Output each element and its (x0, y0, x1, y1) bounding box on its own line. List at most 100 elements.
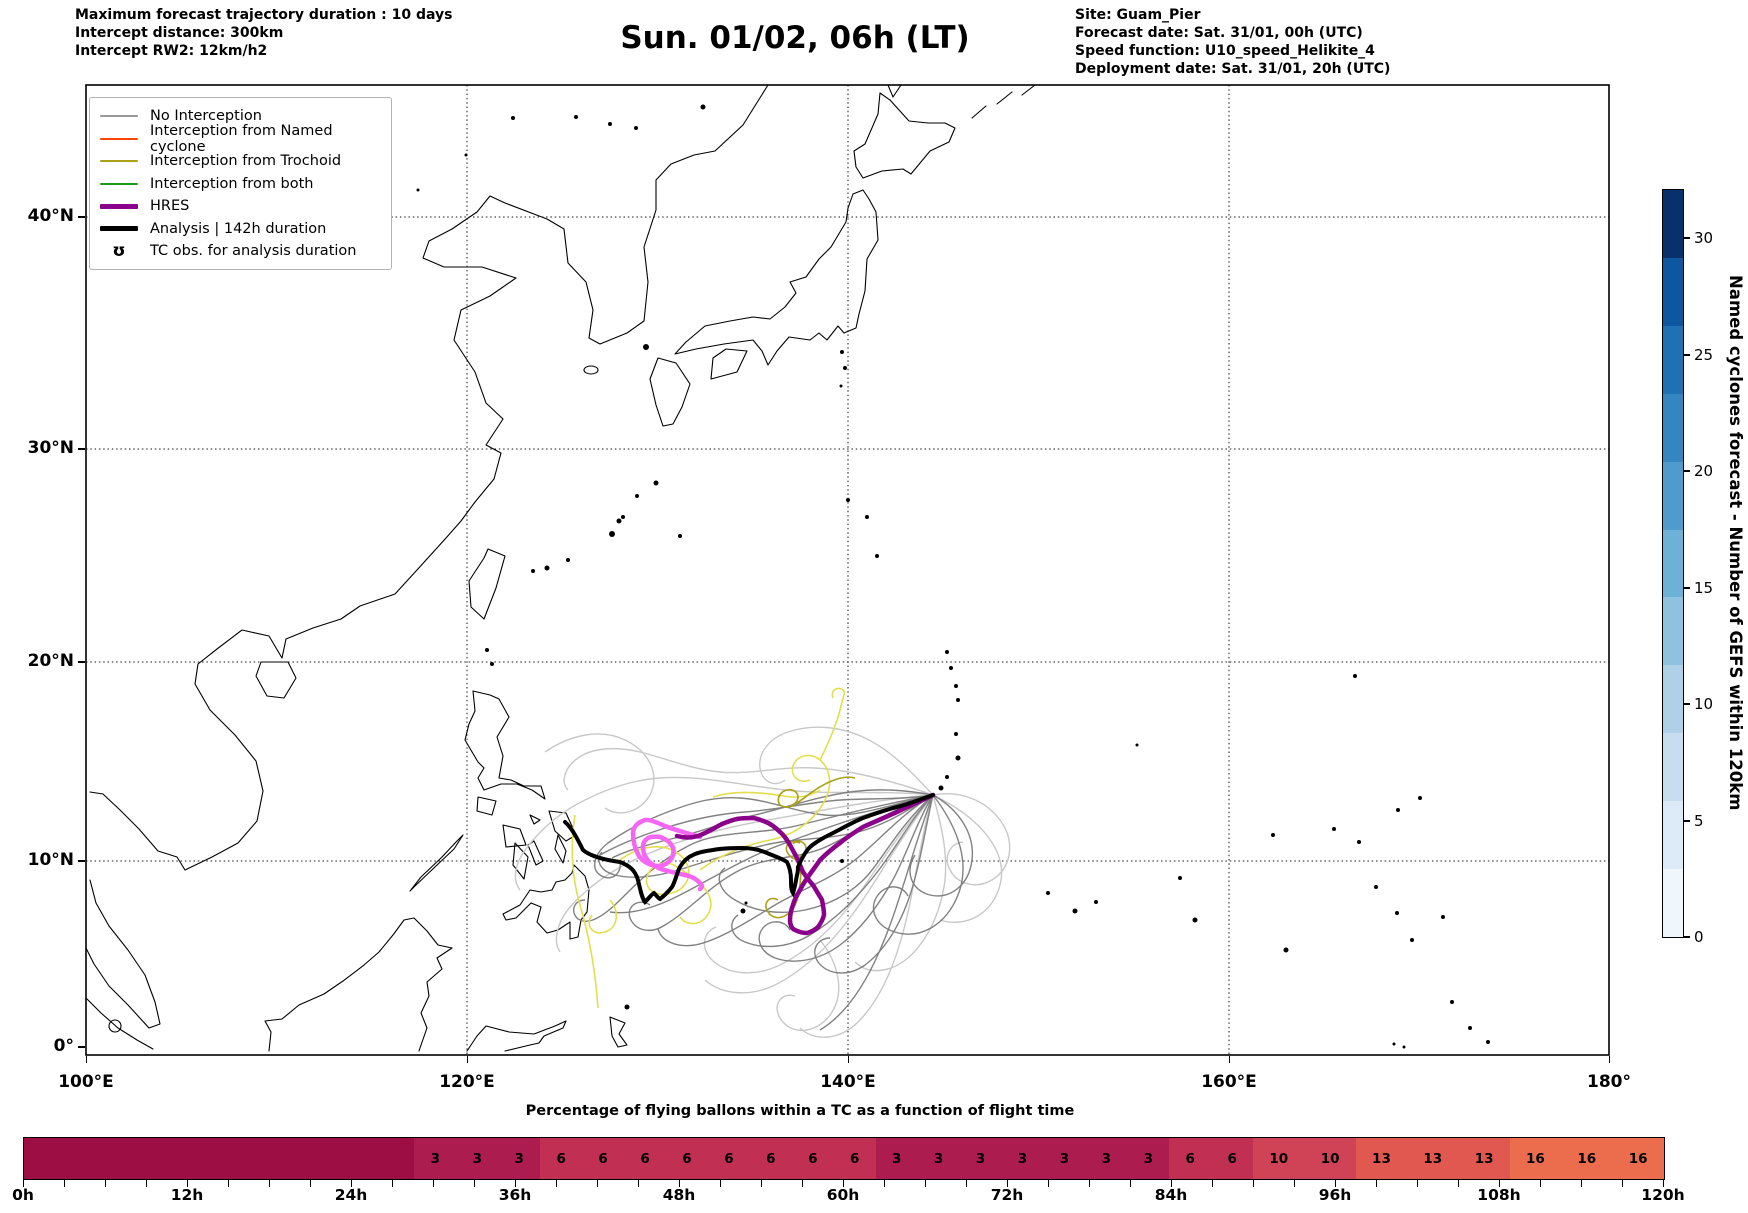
legend-item-1: Interception from Named cyclone (100, 123, 381, 155)
info-block-right: Site: Guam_Pier Forecast date: Sat. 31/01… (1075, 6, 1390, 78)
strip-tickmark (1416, 1180, 1418, 1187)
strip-tickmark (719, 1180, 721, 1187)
strip-tickmark (678, 1180, 680, 1187)
strip-tickmark (1334, 1180, 1336, 1187)
strip-tickmark (801, 1180, 803, 1187)
strip-tickmark (22, 1180, 24, 1187)
strip-cell-19: 6 (707, 1138, 750, 1179)
colorbar-segment-9 (1663, 257, 1683, 326)
strip-tickmark (1375, 1180, 1377, 1187)
trajectories-trochoid (571, 687, 856, 1009)
strip-cell-17: 6 (624, 1138, 666, 1179)
legend-label: Interception from Trochoid (150, 153, 342, 170)
strip-tick-label-8: 96h (1318, 1186, 1352, 1204)
strip-tickmark (473, 1180, 475, 1187)
info-left-line-2: Intercept RW2: 12km/h2 (75, 43, 268, 59)
strip-tickmark (965, 1180, 967, 1187)
island-dots (280, 104, 1490, 1049)
legend-item-0: No Interception (100, 105, 381, 128)
colorbar-segment-10 (1663, 190, 1683, 258)
x-tick-label-2: 140°E (820, 1072, 876, 1092)
trajectory-analysis (563, 793, 935, 905)
x-tick-label-1: 120°E (439, 1072, 495, 1092)
strip-tick-label-2: 24h (334, 1186, 368, 1204)
x-tick-label-4: 180° (1587, 1072, 1631, 1092)
strip-tickmark (1580, 1180, 1582, 1187)
colorbar-tickmark (1684, 237, 1690, 239)
info-right-line-3: Deployment date: Sat. 31/01, 20h (UTC) (1075, 61, 1391, 77)
strip-cell-7 (251, 1138, 285, 1179)
y-tickmark (78, 448, 85, 450)
strip-cell-26: 3 (1001, 1138, 1044, 1179)
strip-tick-label-6: 72h (990, 1186, 1024, 1204)
strip-cell-38: 16 (1561, 1138, 1613, 1179)
strip-tickmark (1252, 1180, 1254, 1187)
strip-cell-18: 6 (666, 1138, 708, 1179)
strip-cell-12: 3 (414, 1138, 457, 1179)
map-legend: No Interception Interception from Named c… (89, 97, 392, 270)
strip-cell-4 (154, 1138, 187, 1179)
strip-cell-2 (89, 1138, 122, 1179)
colorbar-segment-6 (1663, 461, 1683, 530)
strip-tick-label-5: 60h (826, 1186, 860, 1204)
legend-swatch-line (100, 115, 138, 118)
strip-tickmark (637, 1180, 639, 1187)
y-tickmark (78, 661, 85, 663)
y-tickmark (78, 860, 85, 862)
x-tickmark (847, 1056, 849, 1063)
colorbar-segment-5 (1663, 529, 1683, 598)
strip-cell-25: 3 (959, 1138, 1002, 1179)
strip-tickmark (1006, 1180, 1008, 1187)
legend-item-6: ʊ TC obs. for analysis duration (100, 240, 381, 263)
strip-tickmark (555, 1180, 557, 1187)
strip-tickmark (1129, 1180, 1131, 1187)
colorbar-tick-label-2: 10 (1694, 695, 1714, 713)
strip-cell-13: 3 (456, 1138, 499, 1179)
x-tick-label-0: 100°E (58, 1072, 114, 1092)
strip-tickmark (432, 1180, 434, 1187)
x-tick-label-3: 160°E (1201, 1072, 1257, 1092)
info-left-line-0: Maximum forecast trajectory duration : 1… (75, 7, 453, 23)
legend-swatch-line (100, 160, 138, 163)
info-right-line-2: Speed function: U10_speed_Helikite_4 (1075, 43, 1375, 59)
x-tickmark (1228, 1056, 1230, 1063)
strip-cell-16: 6 (582, 1138, 625, 1179)
strip-tickmark (145, 1180, 147, 1187)
strip-tick-label-9: 108h (1477, 1186, 1521, 1204)
colorbar-label: Named cyclones forecast - Number of GEFS… (1726, 275, 1745, 811)
strip-tickmark (883, 1180, 885, 1187)
strip-tickmark (1621, 1180, 1623, 1187)
strip-cell-6 (219, 1138, 252, 1179)
trajectory-hres (674, 792, 936, 936)
colorbar-tick-label-0: 0 (1694, 928, 1704, 946)
colorbar-tick-label-6: 30 (1694, 229, 1714, 247)
colorbar-tickmark (1684, 820, 1690, 822)
colorbar-segment-1 (1663, 801, 1683, 870)
legend-item-3: Interception from both (100, 173, 381, 196)
trajectories-no-interception-light (514, 726, 1011, 1038)
strip-cell-20: 6 (749, 1138, 792, 1179)
strip-tickmark (104, 1180, 106, 1187)
colorbar-tick-label-5: 25 (1694, 346, 1714, 364)
colorbar-tickmark (1684, 587, 1690, 589)
strip-cell-11 (381, 1138, 415, 1179)
strip-tickmark (391, 1180, 393, 1187)
legend-label: TC obs. for analysis duration (150, 243, 357, 260)
legend-item-5: Analysis | 142h duration (100, 218, 381, 241)
legend-item-4: HRES (100, 195, 381, 218)
info-block-left: Maximum forecast trajectory duration : 1… (75, 6, 452, 60)
strip-cell-39: 16 (1612, 1138, 1664, 1179)
colorbar-tick-label-1: 5 (1694, 812, 1704, 830)
colorbar-tick-label-3: 15 (1694, 579, 1714, 597)
strip-title: Percentage of flying ballons within a TC… (525, 1103, 1075, 1119)
strip-tickmark (186, 1180, 188, 1187)
info-right-line-0: Site: Guam_Pier (1075, 7, 1201, 23)
strip-cell-15: 6 (540, 1138, 583, 1179)
strip-cell-33: 10 (1304, 1138, 1356, 1179)
strip-tick-label-10: 120h (1641, 1186, 1685, 1204)
strip-tickmark (1088, 1180, 1090, 1187)
legend-swatch-line (100, 182, 138, 185)
strip-tickmark (1457, 1180, 1459, 1187)
colorbar-tickmark (1684, 354, 1690, 356)
